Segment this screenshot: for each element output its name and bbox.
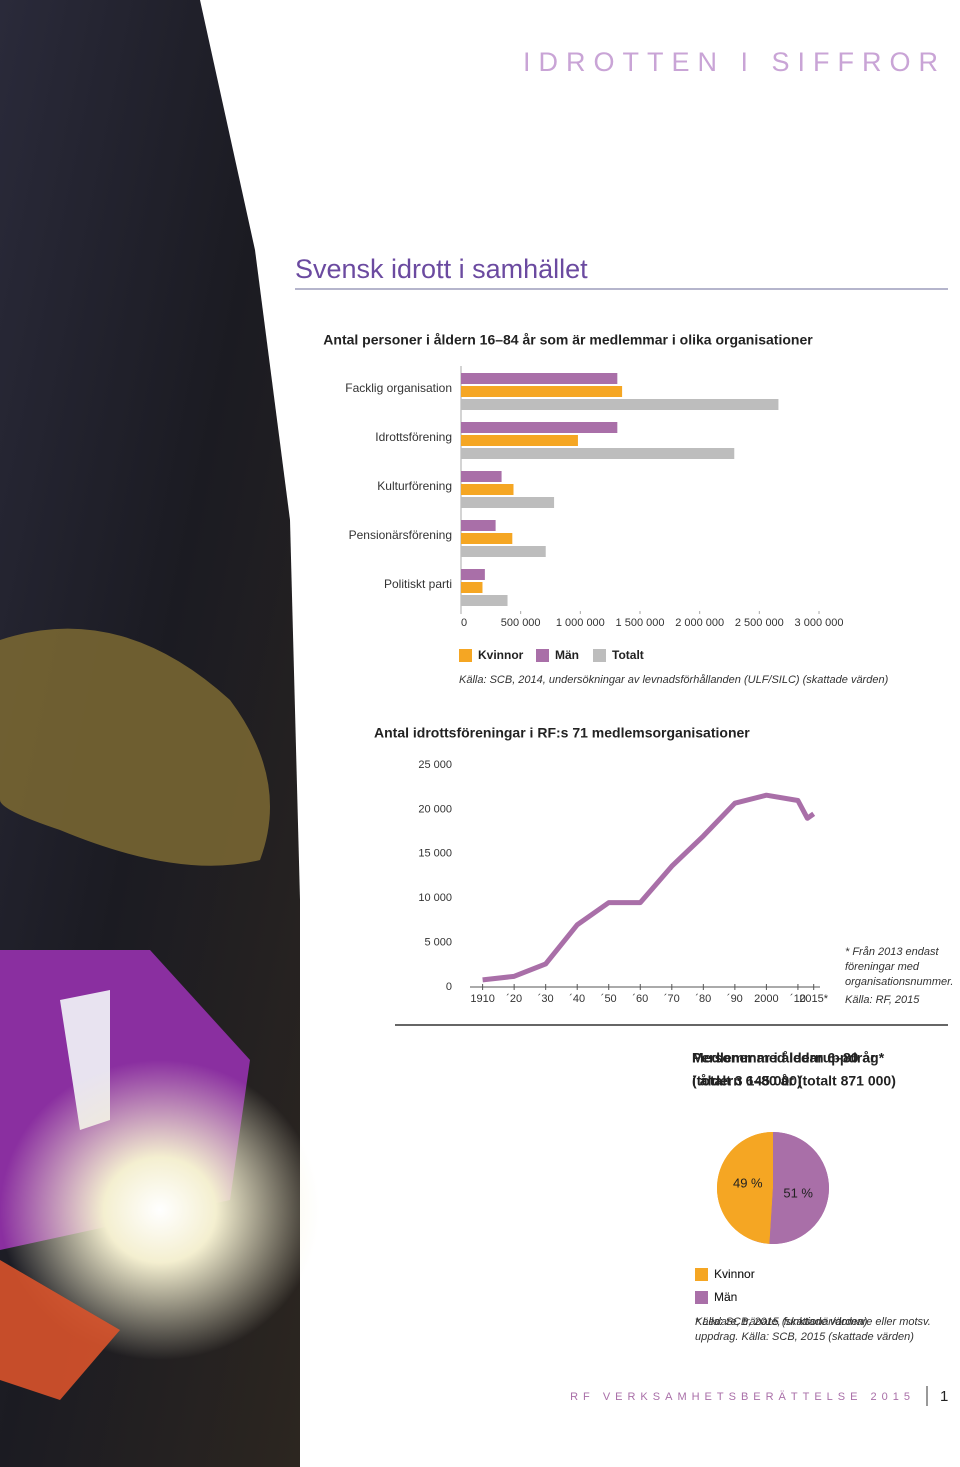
legend-label: Kvinnor: [714, 1267, 755, 1281]
bar: [461, 484, 514, 495]
legend-swatch: [695, 1291, 708, 1304]
bar: [461, 546, 546, 557]
legend-label: Kvinnor: [714, 1267, 755, 1281]
bar: [461, 448, 735, 459]
y-tick-label: 25 000: [418, 759, 452, 771]
y-tick-label: 20 000: [418, 803, 452, 815]
legend-swatch: [695, 1268, 708, 1281]
legend-swatch: [536, 649, 549, 662]
slice-label: 51 %: [783, 1185, 813, 1200]
category-label: Facklig organisation: [345, 381, 452, 395]
x-tick-label: 2 000 000: [675, 617, 724, 629]
running-title: IDROTTEN I SIFFROR: [523, 47, 946, 77]
data-line: [482, 792, 816, 983]
bar: [461, 595, 508, 606]
legend-swatch: [593, 649, 606, 662]
x-tick-label: ´30: [538, 993, 554, 1005]
x-tick-label: ´90: [727, 993, 743, 1005]
page-number: 1: [940, 1388, 948, 1405]
bar: [461, 582, 483, 593]
chart-subtitle: i åldern 6–80 år (totalt 871 000): [692, 1073, 896, 1089]
bar: [461, 520, 496, 531]
chart-title: Medlemmar i åldern 6–80 år: [692, 1050, 876, 1066]
annotation-box: * Från 2013 endast föreningar med organi…: [845, 946, 954, 988]
x-tick-label: 1 500 000: [616, 617, 665, 629]
x-tick-label: 2 500 000: [735, 617, 784, 629]
bar: [461, 569, 485, 580]
x-tick-label: 2000: [754, 993, 778, 1005]
x-tick-label: 3 000 000: [795, 617, 844, 629]
x-tick-label: 0: [461, 617, 467, 629]
legend-label: Män: [555, 648, 579, 662]
legend-swatch: [459, 649, 472, 662]
x-tick-label: ´20: [506, 993, 522, 1005]
x-tick-label: 1910: [470, 993, 494, 1005]
chart-title: Antal personer i åldern 16–84 år som är …: [323, 332, 813, 348]
source: Källa: SCB, 2015 (skattade värden): [695, 1316, 868, 1328]
category-label: Pensionärsförening: [349, 528, 452, 542]
y-tick-label: 15 000: [418, 848, 452, 860]
y-tick-label: 10 000: [418, 892, 452, 904]
legend-label: Män: [714, 1290, 737, 1304]
x-tick-label: ´10: [790, 993, 806, 1005]
x-tick-label: ´50: [601, 993, 617, 1005]
footer-text: RF VERKSAMHETSBERÄTTELSE 2015: [570, 1391, 915, 1403]
source-box: Källa: RF, 2015: [845, 994, 920, 1006]
source-box: Källa: SCB, 2015 (skattade värden): [695, 1316, 868, 1328]
slice-label: 49 %: [733, 1175, 763, 1190]
bar: [461, 533, 513, 544]
source: Källa: SCB, 2014, undersökningar av levn…: [459, 674, 889, 686]
chart-title: Antal idrottsföreningar i RF:s 71 medlem…: [374, 725, 750, 741]
source-box: * Ledare, tränare, funktionär/domare ell…: [695, 1316, 931, 1343]
legend-label: Totalt: [612, 648, 644, 662]
category-label: Idrottsförening: [375, 430, 452, 444]
bar: [461, 471, 502, 482]
x-tick-label: 500 000: [501, 617, 541, 629]
pie-slice: [716, 1132, 773, 1244]
category-label: Politiskt parti: [384, 577, 452, 591]
bar: [461, 435, 578, 446]
x-tick-label: ´40: [569, 993, 585, 1005]
chart-title: Personer med ledaruppdrag*: [692, 1050, 885, 1066]
bar: [461, 386, 623, 397]
y-tick-label: 5 000: [424, 937, 452, 949]
category-label: Kulturförening: [377, 479, 452, 493]
bar: [461, 422, 618, 433]
source: * Ledare, tränare, funktionär/domare ell…: [695, 1316, 931, 1343]
bar: [461, 373, 618, 384]
chart-subtitle: (totalt 3 145 000): [692, 1073, 802, 1089]
legend-label: Kvinnor: [478, 648, 524, 662]
x-tick-label: ´70: [664, 993, 680, 1005]
x-tick-label: ´60: [632, 993, 648, 1005]
bar: [461, 399, 779, 410]
annotation: * Från 2013 endast föreningar med organi…: [845, 946, 954, 988]
x-tick-label: 1 000 000: [556, 617, 605, 629]
x-tick-label: ´80: [695, 993, 711, 1005]
x-tick-label: 2015*: [799, 993, 828, 1005]
legend-label: Män: [714, 1290, 737, 1304]
pie-slice: [769, 1132, 829, 1244]
y-tick-label: 0: [446, 981, 452, 993]
source: Källa: RF, 2015: [845, 994, 920, 1006]
bar: [461, 497, 555, 508]
photo-background: [0, 0, 320, 1467]
section-title: Svensk idrott i samhället: [295, 254, 588, 284]
